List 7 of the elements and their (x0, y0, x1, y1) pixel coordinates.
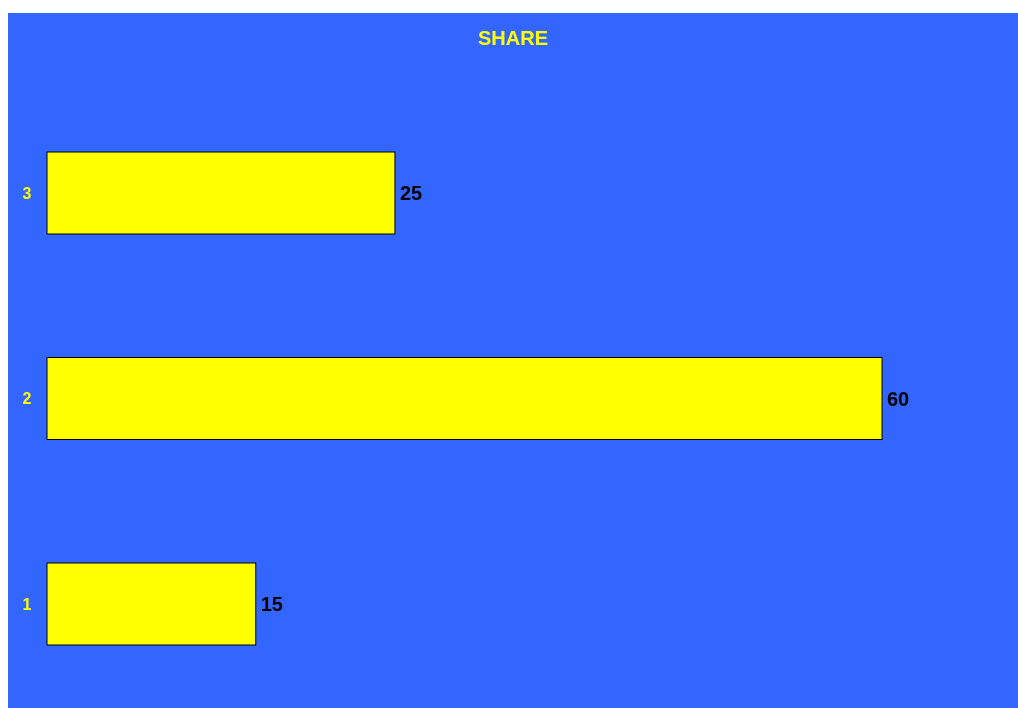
y-tick-label: 2 (22, 390, 32, 408)
y-tick-label: 1 (22, 595, 32, 613)
y-tick-label: 3 (22, 184, 32, 202)
data-label: 15 (260, 593, 283, 615)
data-label: 60 (887, 387, 910, 410)
chart-title: SHARE (477, 27, 549, 49)
data-label: 25 (399, 182, 423, 204)
